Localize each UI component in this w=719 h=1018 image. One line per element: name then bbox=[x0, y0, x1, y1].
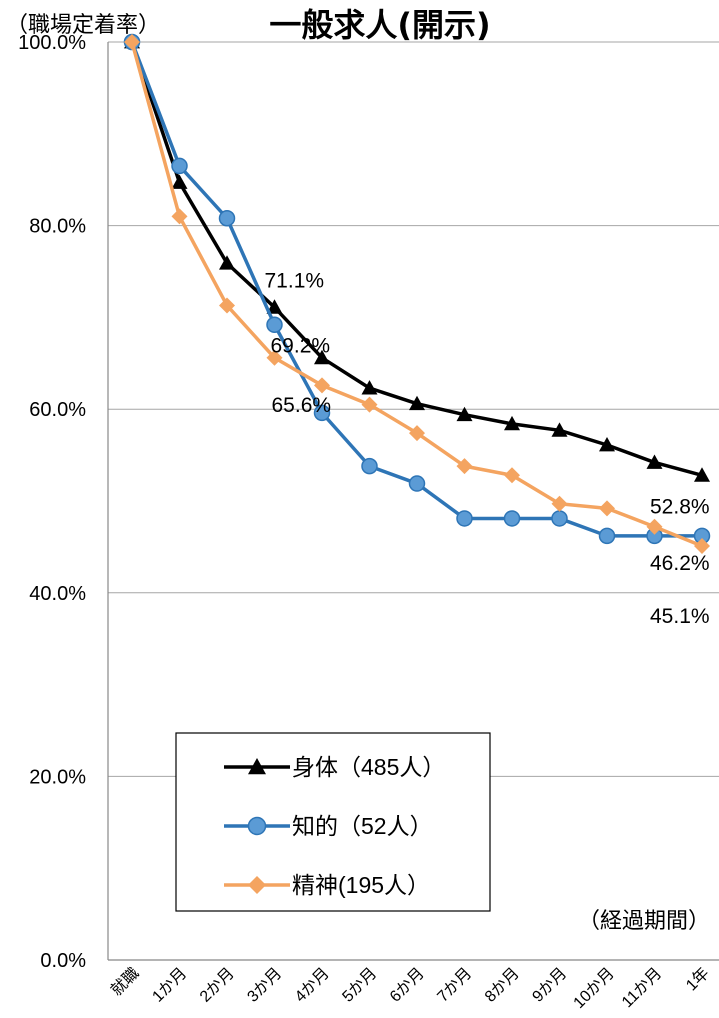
x-tick-label: 10か月 bbox=[571, 965, 618, 1012]
x-tick-label: 8か月 bbox=[482, 965, 523, 1006]
data-point-0-8 bbox=[504, 415, 520, 431]
data-point-1-10 bbox=[598, 527, 616, 545]
data-label: 52.8% bbox=[650, 495, 710, 518]
legend-marker-1 bbox=[247, 816, 267, 836]
data-point-2-10 bbox=[599, 500, 615, 517]
x-tick-label: 1か月 bbox=[149, 965, 190, 1006]
data-point-2-4 bbox=[314, 377, 330, 394]
y-tick-label: 60.0% bbox=[29, 399, 86, 421]
data-point-0-9 bbox=[551, 422, 568, 437]
data-point-2-12 bbox=[694, 537, 710, 554]
series-group bbox=[123, 33, 711, 554]
legend-box bbox=[175, 732, 491, 912]
data-point-0-10 bbox=[599, 437, 615, 452]
data-point-1-6 bbox=[408, 475, 426, 492]
x-tick-label: 5か月 bbox=[339, 965, 380, 1006]
x-tick-label: 9か月 bbox=[529, 965, 570, 1006]
x-tick-label: 1年 bbox=[682, 964, 712, 994]
data-point-0-3 bbox=[266, 299, 283, 314]
data-point-1-8 bbox=[503, 510, 521, 527]
data-point-1-7 bbox=[456, 510, 473, 527]
data-point-2-3 bbox=[266, 349, 283, 366]
data-labels: 71.1% 69.2% 65.6% 52.8% 46.2% 45.1% bbox=[265, 269, 710, 628]
data-point-1-5 bbox=[361, 457, 378, 475]
y-axis-label: （職場定着率） bbox=[6, 12, 160, 37]
y-tick-label: 80.0% bbox=[29, 216, 86, 238]
x-tick-label: 4か月 bbox=[292, 965, 333, 1006]
y-tick-label: 100.0% bbox=[18, 32, 86, 54]
x-tick-label: 就職 bbox=[107, 964, 142, 999]
data-point-1-9 bbox=[551, 510, 568, 527]
data-point-1-2 bbox=[218, 210, 236, 227]
data-point-2-6 bbox=[409, 425, 425, 442]
legend-label: 身体（485人） bbox=[292, 754, 445, 780]
data-label: 65.6% bbox=[272, 394, 332, 417]
x-tick-label: 7か月 bbox=[434, 965, 475, 1006]
data-point-2-11 bbox=[646, 518, 663, 535]
data-point-2-2 bbox=[219, 297, 235, 314]
data-point-2-7 bbox=[456, 458, 473, 475]
data-point-2-1 bbox=[171, 208, 188, 225]
data-point-1-3 bbox=[266, 316, 283, 333]
data-point-1-4 bbox=[313, 404, 331, 422]
x-tick-label: 3か月 bbox=[244, 965, 285, 1006]
data-point-1-1 bbox=[171, 157, 188, 175]
x-tick-label: 2か月 bbox=[197, 965, 238, 1006]
x-axis-label: （経過期間） bbox=[578, 908, 710, 933]
data-point-0-6 bbox=[409, 395, 425, 411]
y-tick-label: 20.0% bbox=[29, 766, 86, 788]
data-point-0-2 bbox=[219, 255, 235, 270]
legend: 身体（485人） 知的（52人） 精神(195人） bbox=[175, 732, 491, 912]
legend-marker-0 bbox=[248, 758, 266, 775]
y-tick-label: 0.0% bbox=[40, 950, 86, 972]
legend-label: 知的（52人） bbox=[292, 813, 433, 839]
chart-title: 一般求人(開示) bbox=[269, 6, 490, 44]
data-point-2-9 bbox=[551, 495, 568, 512]
data-point-0-1 bbox=[171, 174, 188, 189]
series-line-2 bbox=[130, 41, 703, 548]
y-tick-label: 40.0% bbox=[29, 583, 86, 605]
data-point-0-4 bbox=[314, 349, 330, 365]
data-point-2-0 bbox=[124, 34, 140, 50]
data-point-0-11 bbox=[646, 454, 663, 469]
x-tick-label: 11か月 bbox=[619, 965, 665, 1011]
data-label: 71.1% bbox=[265, 269, 325, 292]
data-point-2-8 bbox=[504, 467, 520, 484]
series-line-0 bbox=[130, 41, 703, 477]
data-label: 46.2% bbox=[650, 552, 710, 575]
data-label: 69.2% bbox=[271, 335, 331, 358]
data-point-0-5 bbox=[361, 380, 378, 395]
legend-marker-2 bbox=[248, 876, 266, 894]
x-tick-label: 6か月 bbox=[387, 965, 428, 1006]
data-point-0-12 bbox=[694, 467, 710, 482]
data-label: 45.1% bbox=[650, 605, 710, 628]
data-point-0-7 bbox=[456, 406, 473, 422]
data-point-2-5 bbox=[361, 396, 378, 413]
legend-label: 精神(195人） bbox=[292, 872, 430, 898]
